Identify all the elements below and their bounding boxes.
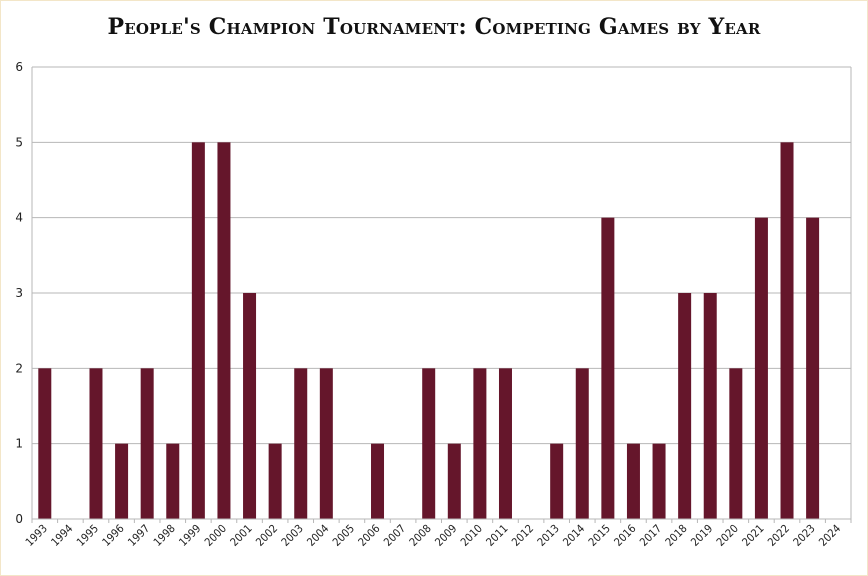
x-tick-label: 2020	[714, 522, 741, 549]
bar-2011	[498, 368, 512, 519]
x-tick-label: 2003	[279, 522, 306, 549]
bar-2008	[422, 368, 436, 519]
x-tick-label: 2013	[535, 522, 562, 549]
x-tick-label: 1999	[176, 522, 203, 549]
bar-2002	[268, 443, 282, 519]
bar-2020	[729, 368, 743, 519]
x-tick-label: 2005	[330, 522, 357, 549]
x-tick-label: 2015	[586, 522, 613, 549]
y-tick-label: 4	[15, 211, 23, 225]
bar-2017	[652, 443, 666, 519]
x-tick-label: 1995	[74, 522, 101, 549]
bar-2015	[601, 217, 615, 519]
x-tick-label: 2010	[458, 522, 485, 549]
bar-2000	[217, 142, 231, 520]
x-tick-label: 2002	[253, 522, 280, 549]
x-tick-label: 2008	[407, 522, 434, 549]
bar-2001	[243, 293, 257, 519]
bar-2016	[626, 443, 640, 519]
x-tick-label: 2004	[304, 522, 331, 549]
x-tick-label: 2014	[560, 522, 587, 549]
bar-2009	[447, 443, 461, 519]
x-tick-label: 2018	[663, 522, 690, 549]
y-tick-label: 3	[15, 286, 23, 300]
bar-2021	[754, 217, 768, 519]
bar-2019	[703, 293, 717, 519]
x-tick-label: 2022	[765, 522, 792, 549]
bar-2014	[575, 368, 589, 519]
axes	[31, 67, 852, 523]
x-tick-label: 2011	[484, 522, 511, 549]
y-tick-labels: 0 1 2 3 4 5 6	[15, 60, 23, 526]
bar-2023	[806, 217, 820, 519]
chart-title: People's Champion Tournament: Competing …	[107, 14, 761, 40]
y-tick-label: 5	[15, 135, 23, 149]
x-tick-label: 1994	[49, 522, 76, 549]
x-tick-label: 2006	[356, 522, 383, 549]
bar-2013	[550, 443, 564, 519]
x-tick-label: 2017	[637, 522, 664, 549]
bar-2004	[319, 368, 333, 519]
x-tick-label: 2012	[509, 522, 536, 549]
y-tick-label: 2	[15, 361, 23, 375]
x-tick-label: 1997	[125, 522, 152, 549]
bar-2018	[678, 293, 692, 519]
bar-1998	[166, 443, 180, 519]
bar-2006	[371, 443, 385, 519]
bar-2022	[780, 142, 794, 520]
gridlines	[32, 66, 851, 520]
y-tick-label: 6	[15, 60, 23, 74]
x-tick-label: 2023	[791, 522, 818, 549]
bars	[38, 142, 820, 520]
y-tick-label: 0	[15, 512, 23, 526]
x-tick-labels: 1993199419951996199719981999200020012002…	[23, 522, 843, 549]
bar-1999	[191, 142, 205, 520]
x-tick-label: 2001	[228, 522, 255, 549]
x-tick-label: 2007	[381, 522, 408, 549]
bar-1995	[89, 368, 103, 519]
x-tick-label: 2009	[432, 522, 459, 549]
x-tick-label: 1993	[23, 522, 50, 549]
x-tick-label: 2021	[740, 522, 767, 549]
x-tick-label: 2000	[202, 522, 229, 549]
bar-1996	[115, 443, 129, 519]
x-tick-label: 1996	[100, 522, 127, 549]
x-tick-label: 1998	[151, 522, 178, 549]
bar-2010	[473, 368, 487, 519]
x-tick-label: 2019	[688, 522, 715, 549]
bar-2003	[294, 368, 308, 519]
bar-1993	[38, 368, 52, 519]
bar-1997	[140, 368, 154, 519]
y-tick-label: 1	[15, 437, 23, 451]
x-tick-label: 2016	[612, 522, 639, 549]
x-tick-label: 2024	[816, 522, 843, 549]
